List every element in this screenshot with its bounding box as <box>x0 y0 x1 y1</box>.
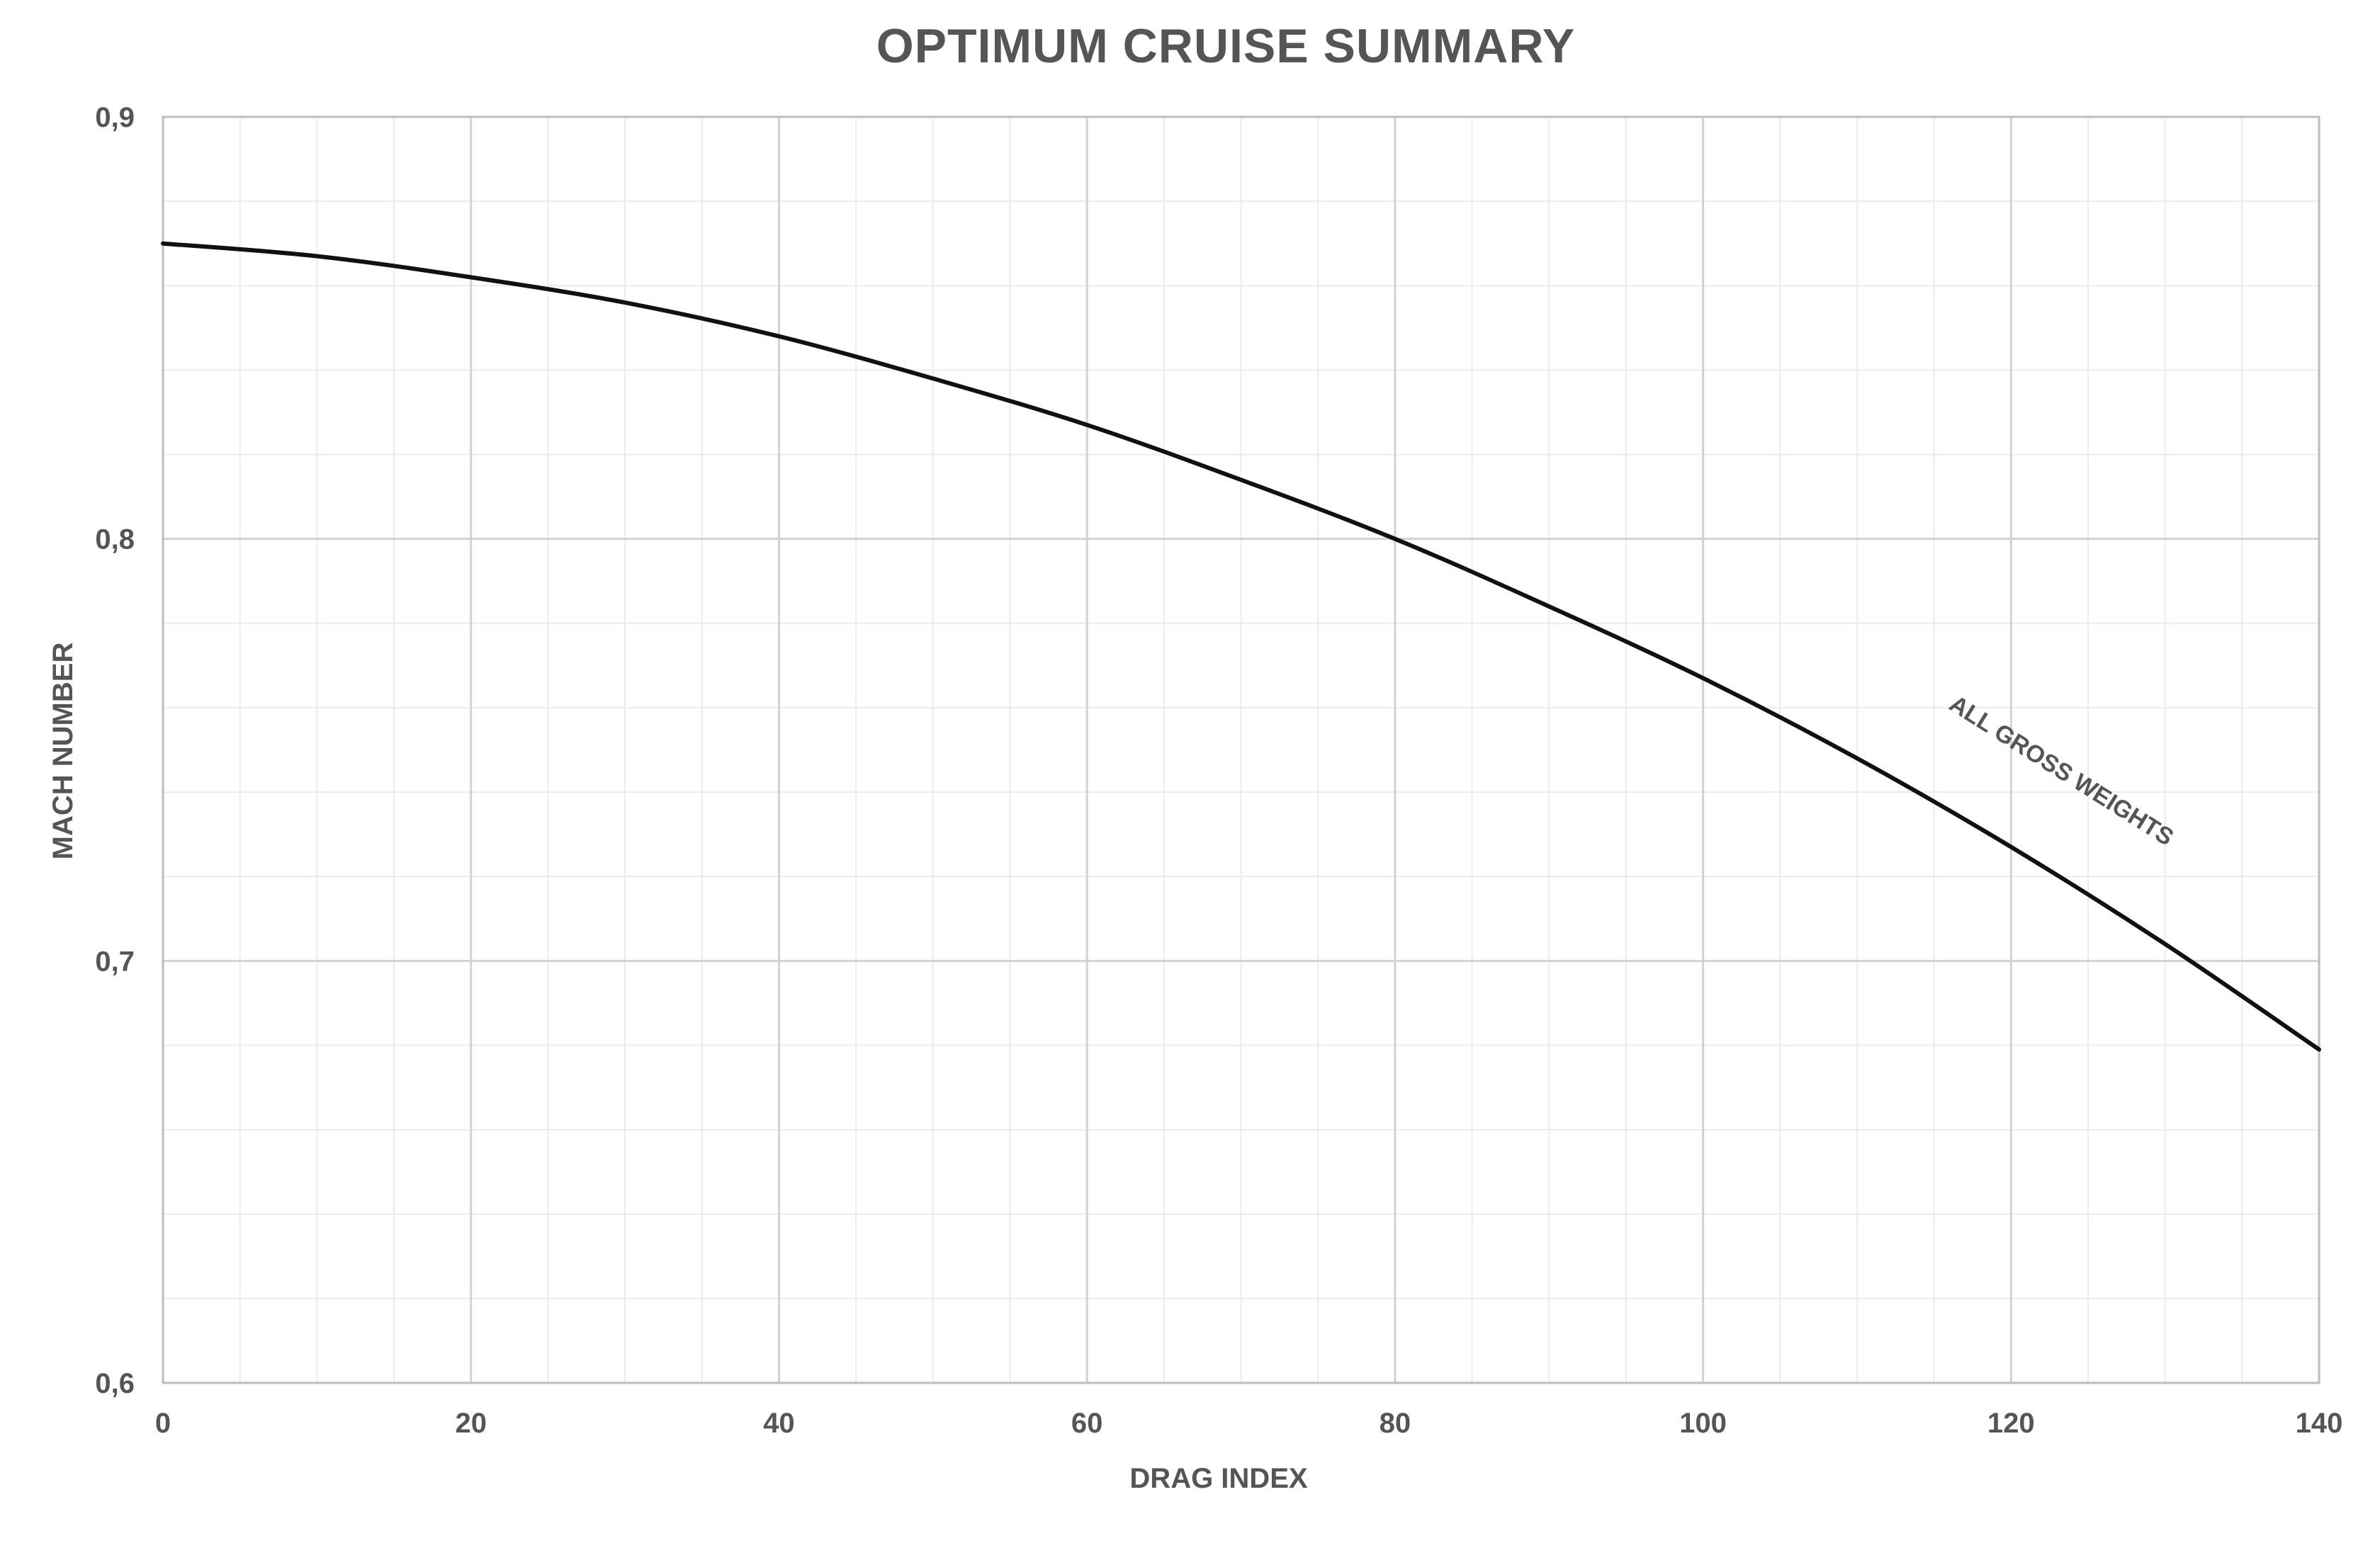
y-axis-title: MACH NUMBER <box>47 643 79 860</box>
x-tick-label: 60 <box>1071 1408 1103 1439</box>
x-tick-label: 120 <box>1987 1408 2035 1439</box>
series-line <box>161 241 2321 1052</box>
x-tick-label: 20 <box>455 1408 487 1439</box>
plot-border <box>162 115 2320 1384</box>
x-tick-label: 0 <box>155 1408 171 1439</box>
y-tick-label: 0,9 <box>95 102 135 133</box>
x-tick-label: 100 <box>1679 1408 1727 1439</box>
chart-title: OPTIMUM CRUISE SUMMARY <box>876 19 1576 73</box>
x-tick-label: 40 <box>763 1408 795 1439</box>
x-axis-ticks: 0 20 40 60 80 100 120 140 <box>155 1408 2343 1439</box>
y-axis-ticks: 0,6 0,7 0,8 0,9 <box>95 102 135 1399</box>
plot-frame <box>162 115 2320 1384</box>
series-layer <box>161 241 2321 1052</box>
y-tick-label: 0,8 <box>95 524 135 555</box>
x-axis-title: DRAG INDEX <box>1129 1463 1307 1494</box>
y-tick-label: 0,7 <box>95 946 135 977</box>
x-tick-label: 140 <box>2296 1408 2343 1439</box>
y-tick-label: 0,6 <box>95 1368 135 1399</box>
x-tick-label: 80 <box>1380 1408 1411 1439</box>
minor-grid <box>163 117 2319 1383</box>
